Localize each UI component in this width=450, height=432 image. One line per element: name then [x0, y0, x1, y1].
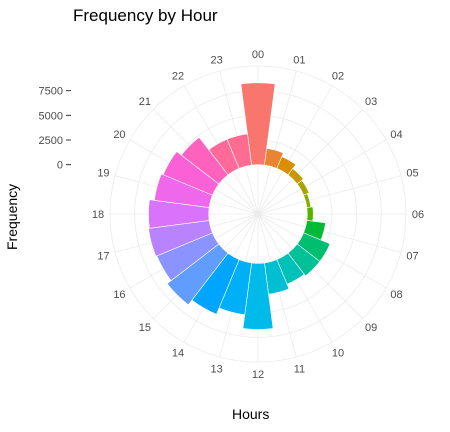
y-tick-label: 5000 — [39, 110, 63, 122]
y-tick-label: 0 — [57, 160, 63, 172]
bar-hour-15 — [166, 243, 229, 306]
hour-label-01: 01 — [293, 54, 305, 66]
hour-label-11: 11 — [294, 364, 305, 376]
bar-hour-12 — [242, 262, 274, 330]
hour-label-07: 07 — [406, 250, 418, 262]
hour-label-06: 06 — [412, 209, 424, 221]
hour-label-14: 14 — [172, 348, 184, 360]
y-tick-label: 7500 — [39, 86, 63, 98]
hour-label-17: 17 — [97, 250, 109, 262]
hour-label-13: 13 — [210, 364, 222, 376]
hour-label-08: 08 — [390, 289, 402, 301]
bar-hour-17 — [148, 220, 213, 257]
chart-title: Frequency by Hour — [73, 6, 218, 25]
x-axis-label: Hours — [232, 406, 270, 422]
bar-hour-21 — [180, 136, 229, 185]
bar-hour-18 — [148, 199, 210, 229]
bars-group — [148, 82, 331, 330]
y-axis-group: 0 2500 5000 7500 — [39, 86, 71, 172]
hour-label-21: 21 — [139, 96, 151, 108]
hour-label-16: 16 — [113, 289, 125, 301]
bar-hour-06 — [306, 206, 314, 222]
bar-hour-04 — [296, 179, 310, 196]
hour-label-22: 22 — [172, 70, 184, 82]
bar-hour-23 — [226, 133, 252, 169]
bar-hour-02 — [276, 156, 297, 176]
hour-label-12: 12 — [252, 369, 264, 381]
bar-hour-09 — [287, 243, 321, 277]
hour-label-20: 20 — [113, 129, 125, 141]
bar-hour-05 — [303, 193, 312, 208]
hour-label-15: 15 — [139, 322, 151, 334]
bar-hour-19 — [153, 173, 213, 208]
hour-label-00: 00 — [252, 49, 264, 61]
hour-label-03: 03 — [365, 96, 377, 108]
y-axis-label: Frequency — [4, 183, 20, 250]
grid-circle — [109, 65, 407, 363]
hour-label-09: 09 — [365, 322, 377, 334]
bar-hour-03 — [287, 168, 304, 185]
hour-label-02: 02 — [332, 70, 344, 82]
bar-hour-20 — [162, 151, 220, 196]
hour-label-05: 05 — [406, 168, 418, 180]
hour-label-23: 23 — [210, 54, 222, 66]
hour-label-10: 10 — [332, 348, 344, 360]
hour-label-19: 19 — [97, 168, 109, 180]
hour-label-04: 04 — [390, 129, 402, 141]
y-tick-label: 2500 — [39, 135, 63, 147]
hour-labels-group: 00 01 02 03 04 05 06 07 08 09 10 11 12 13 14 15 16 17 18 19… — [92, 49, 424, 381]
bar-hour-01 — [264, 148, 284, 169]
bar-hour-00 — [240, 82, 276, 166]
hour-label-18: 18 — [92, 209, 104, 221]
